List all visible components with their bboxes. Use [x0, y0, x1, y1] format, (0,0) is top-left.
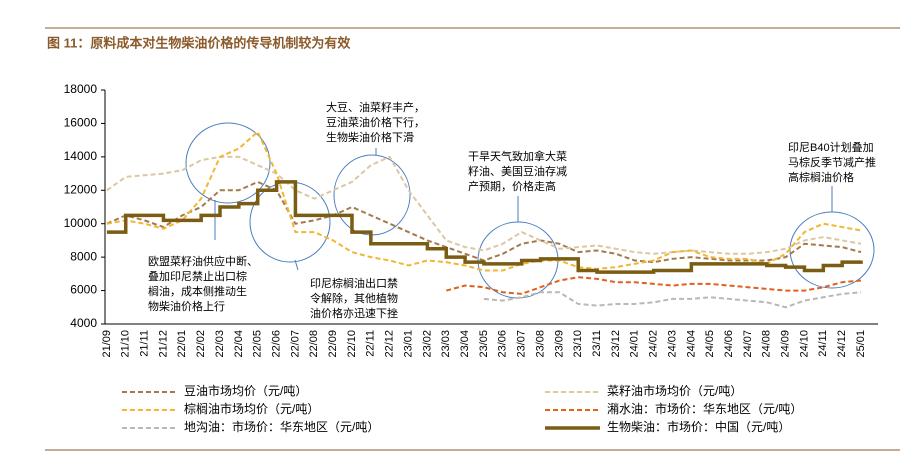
series-line: [106, 180, 862, 264]
x-tick-label: 22/08: [308, 330, 320, 358]
x-tick-label: 24/06: [723, 330, 735, 358]
x-tick-label: 22/12: [384, 330, 396, 358]
x-tick-label: 22/01: [176, 330, 188, 358]
legend-label: 地沟油：市场价：华东地区（元/吨）: [184, 419, 379, 434]
y-tick-label: 10000: [64, 216, 98, 230]
legend-label: 生物柴油：市场价：中国（元/吨）: [607, 419, 790, 434]
x-tick-label: 24/05: [704, 330, 716, 358]
circle: [185, 122, 271, 204]
annotation: 欧盟菜籽油供应中断、: [148, 254, 258, 268]
annotation: 大豆、油菜籽丰产，: [326, 100, 425, 114]
y-tick-label: 12000: [64, 182, 98, 196]
annotation: 令解除，其他植物: [310, 291, 398, 305]
x-tick-label: 24/01: [629, 330, 641, 358]
legend-label: 潲水油：市场价：华东地区（元/吨）: [607, 401, 802, 416]
annotation: 印尼棕榈油出口禁: [310, 276, 398, 290]
x-tick-label: 24/04: [685, 330, 697, 358]
circle: [333, 154, 411, 236]
x-tick-label: 24/08: [761, 330, 773, 358]
x-tick-label: 23/07: [516, 330, 528, 358]
series-line: [106, 155, 862, 255]
series-line: [106, 180, 863, 274]
x-tick-label: 23/01: [402, 330, 414, 358]
y-tick-label: 8000: [70, 249, 97, 263]
x-tick-label: 22/05: [252, 330, 264, 358]
x-tick-label: 23/04: [459, 330, 471, 358]
x-tick-label: 22/10: [346, 330, 358, 358]
series-line: [106, 130, 862, 272]
x-tick-label: 21/10: [120, 330, 132, 358]
x-tick-label: 22/02: [195, 330, 207, 358]
x-tick-label: 21/12: [157, 330, 169, 358]
circle: [249, 181, 331, 263]
legend-label: 菜籽油市场均价（元/吨）: [607, 383, 742, 398]
y-tick-label: 6000: [70, 283, 97, 297]
annotation: 干旱天气致加拿大菜: [468, 149, 567, 163]
x-tick-label: 23/10: [572, 330, 584, 358]
x-tick-label: 24/07: [742, 330, 754, 358]
x-tick-label: 23/06: [497, 330, 509, 358]
annotation: 产预期，价格走高: [468, 179, 556, 193]
y-tick-label: 4000: [70, 316, 97, 330]
annotation: 榈油，成本侧推动生: [148, 284, 247, 298]
x-tick-label: 23/12: [610, 330, 622, 358]
x-tick-label: 24/10: [798, 330, 810, 358]
series-line: [483, 291, 862, 309]
x-tick-label: 22/07: [289, 330, 301, 358]
arrow: [294, 259, 299, 271]
x-tick-label: 24/09: [780, 330, 792, 358]
x-tick-label: 23/05: [478, 330, 490, 358]
annotation: 油价格亦迅速下挫: [310, 306, 398, 320]
y-tick-label: 16000: [64, 116, 98, 130]
x-tick-label: 23/09: [553, 330, 565, 358]
annotation: 生物柴油价格下滑: [326, 130, 414, 144]
x-tick-label: 25/01: [855, 330, 867, 358]
legend-label: 棕榈油市场均价（元/吨）: [184, 401, 319, 416]
highlight-circles: [185, 122, 875, 299]
x-tick-label: 24/03: [666, 330, 678, 358]
annotation: 高棕榈油价格: [788, 170, 854, 184]
x-tick-label: 22/11: [365, 330, 377, 357]
annotation: 豆油菜油价格下行，: [326, 115, 425, 129]
x-tick-label: 23/08: [534, 330, 546, 358]
x-tick-label: 22/09: [327, 330, 339, 358]
x-tick-label: 23/11: [591, 330, 603, 357]
x-tick-label: 22/04: [233, 330, 245, 358]
y-tick-label: 14000: [64, 149, 98, 163]
annotation: 印尼B40计划叠加: [788, 141, 874, 154]
x-tick-label: 22/03: [214, 330, 226, 358]
annotation: 马棕反季节减产推: [788, 155, 876, 169]
x-tick-label: 23/02: [421, 330, 433, 358]
x-tick-label: 24/11: [817, 330, 829, 357]
annotation: 物柴油价格上行: [148, 299, 225, 313]
y-tick-label: 18000: [64, 82, 98, 96]
annotation: 籽油、美国豆油存减: [468, 164, 567, 178]
x-tick-label: 21/09: [101, 330, 113, 358]
series-line: [445, 276, 862, 295]
x-tick-label: 21/11: [138, 330, 150, 357]
legend-label: 豆油市场均价（元/吨）: [184, 383, 307, 398]
annotation: 叠加印尼禁止出口棕: [148, 269, 247, 283]
x-tick-label: 23/03: [440, 330, 452, 358]
x-tick-label: 24/02: [648, 330, 660, 358]
circle: [789, 211, 875, 289]
x-tick-label: 22/06: [270, 330, 282, 358]
chart-title: 图 11：原料成本对生物柴油价格的传导机制较为有效: [47, 35, 351, 50]
x-tick-label: 24/12: [836, 330, 848, 358]
